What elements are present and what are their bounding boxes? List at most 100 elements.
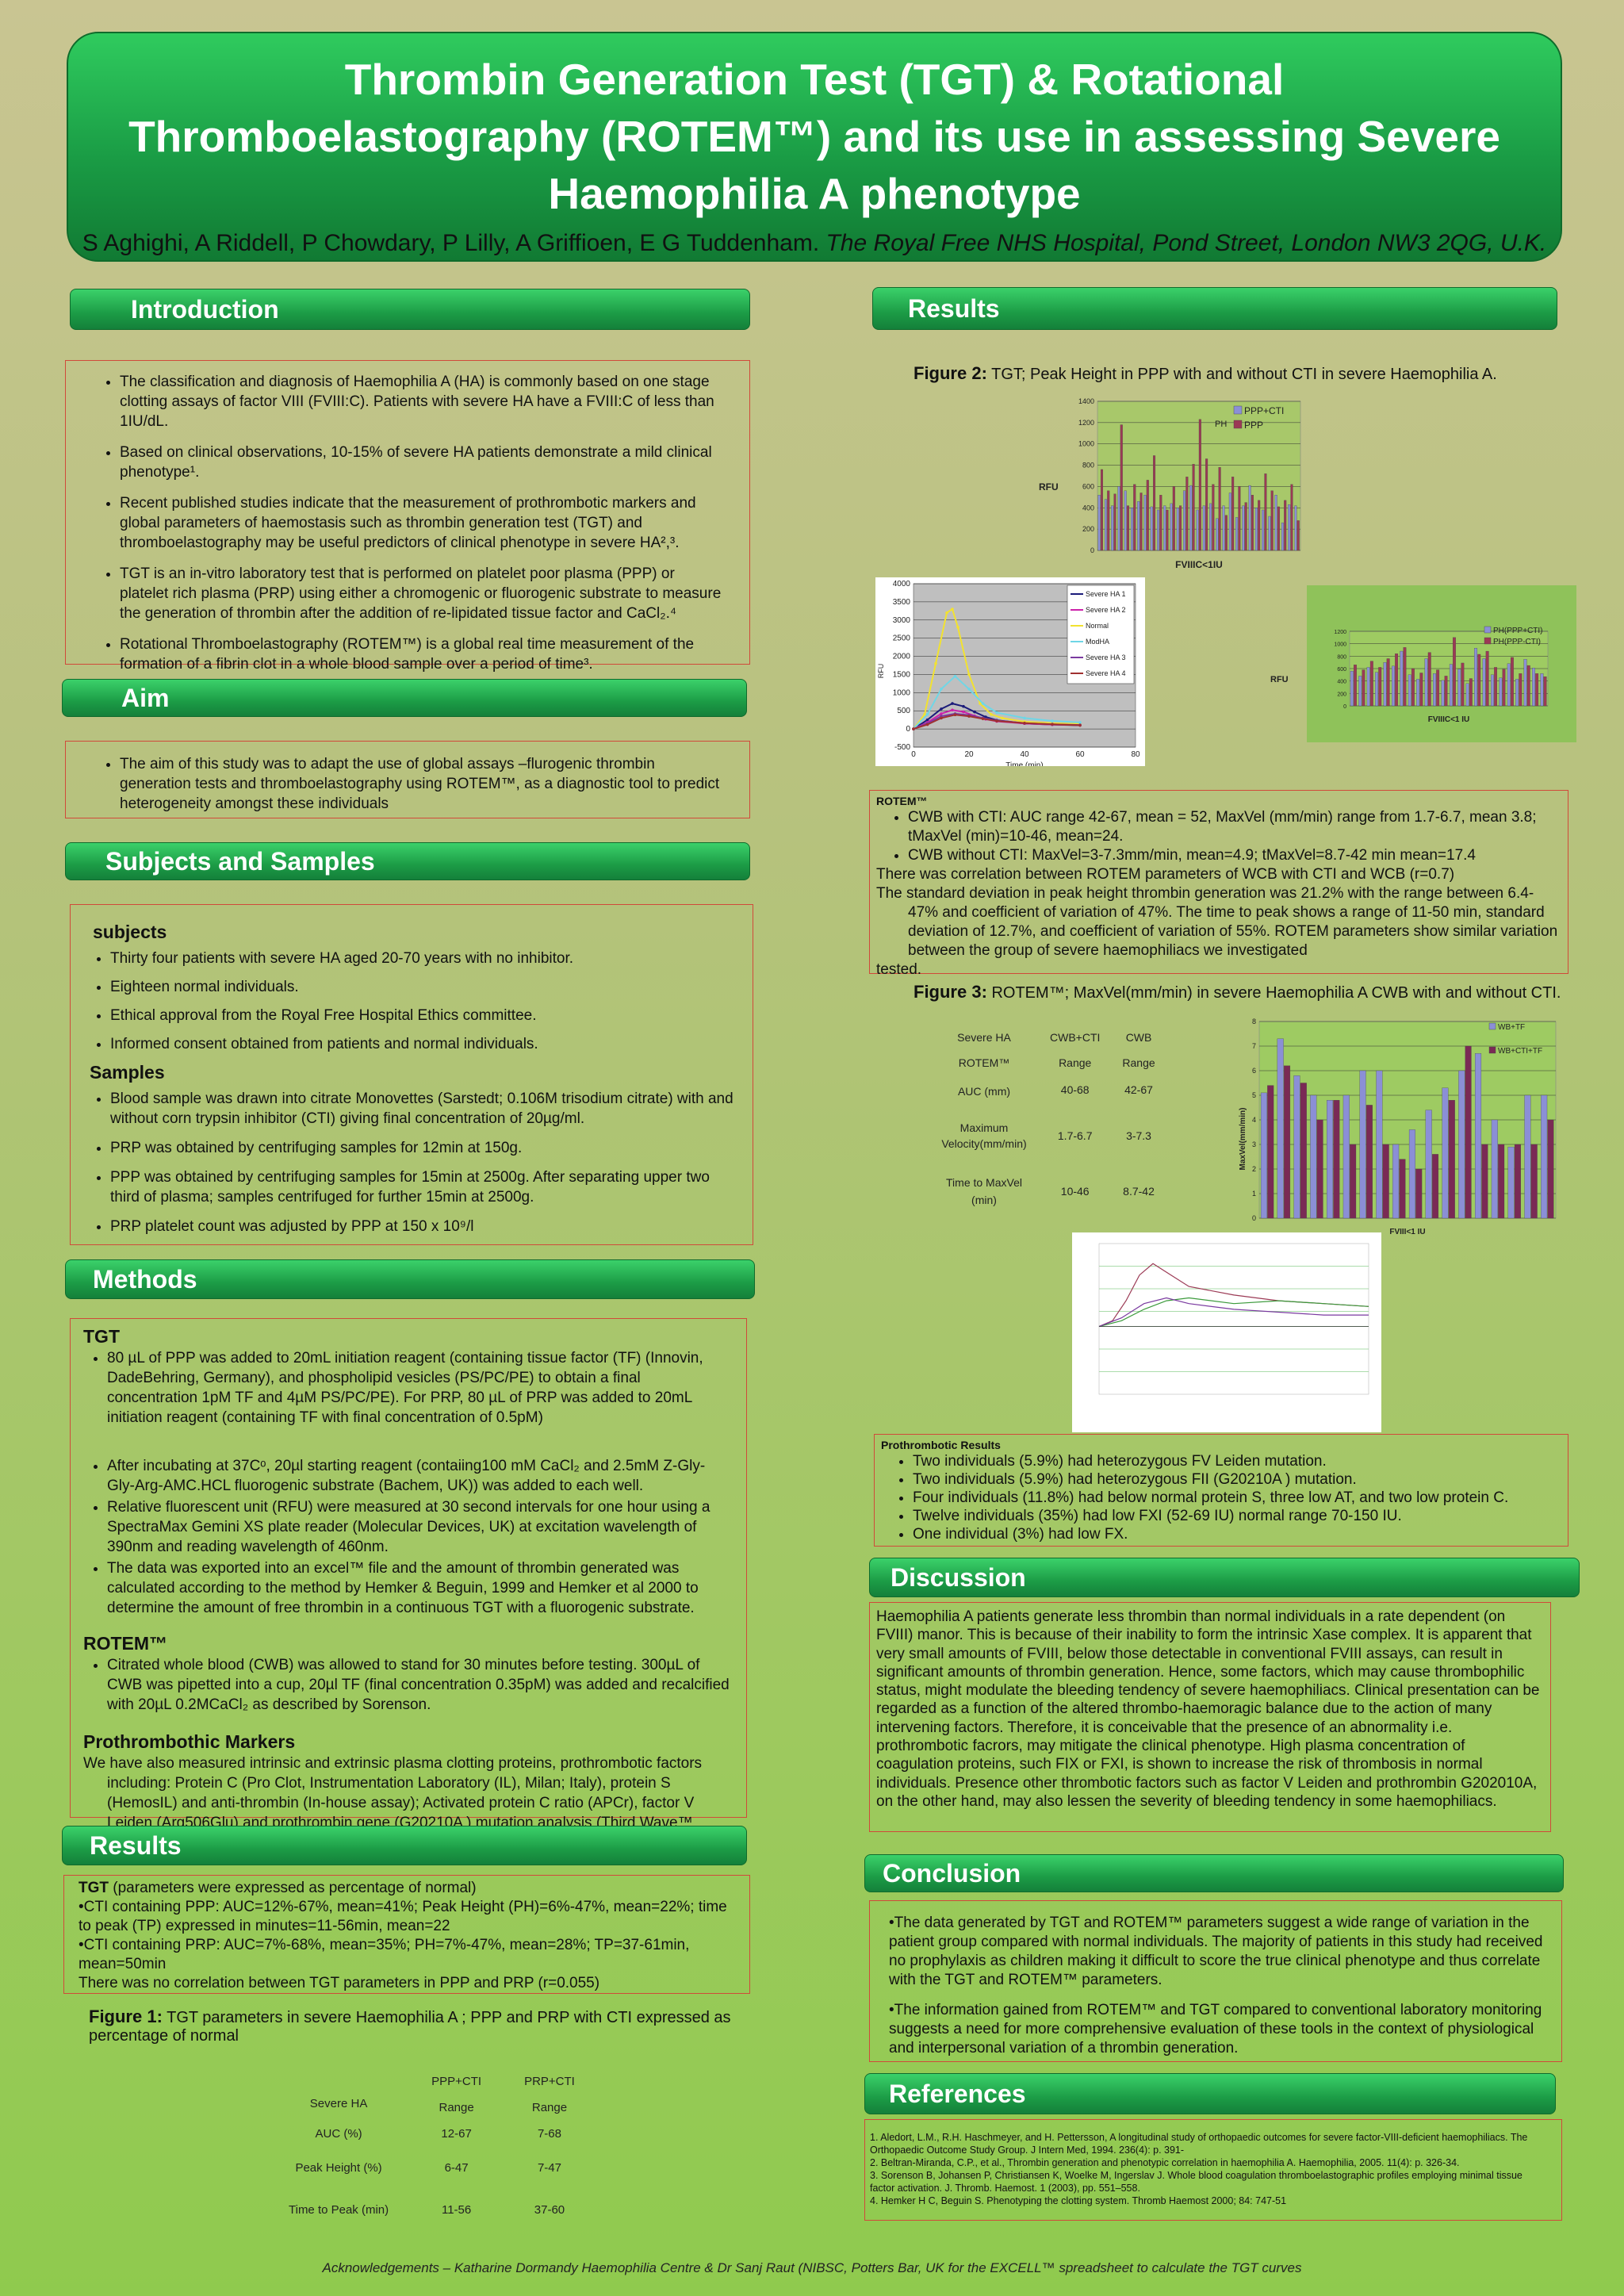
data-point [925, 723, 929, 726]
tgt-result-line: •CTI containing PPP: AUC=12%-67%, mean=4… [79, 1899, 727, 1934]
bar [1375, 672, 1379, 707]
bar [1378, 667, 1382, 707]
bar [1547, 1119, 1554, 1219]
y-tick-label: 1500 [893, 670, 911, 679]
table-cell: 8.7-42 [1123, 1185, 1155, 1198]
tgt-results-label: TGT [79, 1880, 109, 1896]
legend-swatch [1488, 1046, 1496, 1054]
y-axis-label: RFU [877, 664, 885, 679]
legend-swatch [1233, 420, 1243, 429]
results-tgt-box: TGT (parameters were expressed as percen… [63, 1875, 750, 1994]
table-subheader: ROTEM™ [958, 1056, 1010, 1069]
legend-entry: PH(PPP-CTI) [1493, 638, 1541, 646]
table-cell: 10-46 [1060, 1185, 1090, 1198]
bar [1362, 669, 1365, 707]
list-item: The classification and diagnosis of Haem… [120, 372, 727, 431]
bar [1502, 669, 1506, 707]
table-subheader: Range [531, 2101, 568, 2114]
series-line [913, 714, 1081, 730]
list-item: The aim of this study was to adapt the u… [120, 754, 727, 814]
bar [1254, 508, 1258, 551]
bar [1461, 662, 1465, 707]
bar [1424, 658, 1428, 707]
data-point [956, 626, 959, 629]
table-cell: 6-47 [444, 2161, 469, 2175]
data-point [951, 708, 954, 712]
bar [1300, 1083, 1307, 1219]
y-tick-label: 800 [1337, 654, 1346, 660]
data-point [995, 719, 998, 723]
introduction-header: Introduction [70, 289, 750, 330]
bar [1408, 674, 1411, 707]
rotem-methods-title: ROTEM™ [83, 1633, 168, 1654]
subjects-box: subjects Thirty four patients with sever… [70, 904, 753, 1245]
table-cell: Time to MaxVel (min) [946, 1176, 1022, 1206]
y-tick-label: 3000 [893, 616, 911, 625]
list-item: Based on clinical observations, 10-15% o… [120, 443, 727, 482]
bar [1264, 473, 1267, 551]
table-row: Peak Height (%) 6-47 7-47 [278, 2147, 586, 2181]
y-tick-label: 0 [906, 725, 910, 734]
bar [1294, 505, 1297, 551]
data-point [990, 713, 993, 716]
bar [1427, 652, 1431, 707]
data-point [1078, 721, 1082, 724]
bar [1248, 485, 1251, 551]
data-point [995, 711, 998, 715]
discussion-text: Haemophilia A patients generate less thr… [876, 1608, 1540, 1810]
x-tick-label: 60 [1075, 750, 1085, 759]
bar [1485, 650, 1489, 707]
bar [1333, 1100, 1340, 1219]
rotem-methods-list: Citrated whole blood (CWB) was allowed t… [83, 1655, 732, 1715]
bar [1316, 1119, 1323, 1219]
data-point [951, 702, 954, 705]
data-point [967, 687, 971, 691]
prothrombotic-markers-title: Prothrombothic Markers [83, 1731, 296, 1752]
chart-annotation: PH [1215, 420, 1227, 429]
poster-title-banner: Thrombin Generation Test (TGT) & Rotatio… [67, 32, 1562, 262]
bar [1228, 493, 1231, 551]
bar [1543, 677, 1547, 707]
legend-swatch [1484, 626, 1492, 634]
bar [1416, 679, 1420, 707]
bar [1327, 1100, 1334, 1219]
y-axis-label: RFU [1270, 675, 1289, 684]
bar [1358, 676, 1362, 707]
bar [1224, 515, 1228, 551]
legend-swatch [1233, 405, 1243, 415]
data-point [979, 702, 982, 705]
chart-maxvel: 0 1 2 3 4 5 6 7 8 WB+TF WB+CTI+TF MaxVel(mm/min) FVI… [1239, 1018, 1557, 1236]
data-point [951, 608, 954, 611]
bar [1532, 668, 1535, 707]
y-tick-label: 600 [1082, 482, 1094, 490]
list-item: One individual (3%) had low FX. [913, 1525, 1560, 1543]
bar [1436, 669, 1440, 707]
x-axis-label: FVIIIC<1IU [1175, 559, 1223, 570]
rotem-results-box: ROTEM™ CWB with CTI: AUC range 42-67, me… [869, 790, 1568, 978]
bar [1350, 1144, 1357, 1219]
reference-item: 2. Beltran-Miranda, C.P., et al., Thromb… [870, 2157, 1460, 2168]
bar [1244, 502, 1247, 551]
tgt-title: TGT [83, 1326, 120, 1347]
bar [1133, 484, 1136, 551]
data-point [1051, 719, 1054, 723]
chart-rotem-trace [1072, 1232, 1381, 1432]
legend-entry: Severe HA 1 [1086, 590, 1126, 598]
bar [1260, 1092, 1267, 1219]
bar [1475, 1053, 1482, 1219]
bar [1514, 1144, 1521, 1219]
bar [1499, 677, 1503, 707]
bar [1448, 1100, 1455, 1219]
bar [1172, 486, 1175, 551]
data-point [925, 718, 929, 722]
data-point [940, 687, 943, 691]
y-tick-label: 4 [1252, 1116, 1256, 1124]
y-tick-label: 800 [1082, 462, 1094, 470]
bar [1150, 506, 1153, 551]
bar [1156, 509, 1160, 551]
x-tick-label: 40 [1020, 750, 1029, 759]
table-cell: 1.7-6.7 [1057, 1129, 1093, 1142]
bar [1238, 486, 1241, 551]
introduction-list: The classification and diagnosis of Haem… [85, 372, 727, 674]
